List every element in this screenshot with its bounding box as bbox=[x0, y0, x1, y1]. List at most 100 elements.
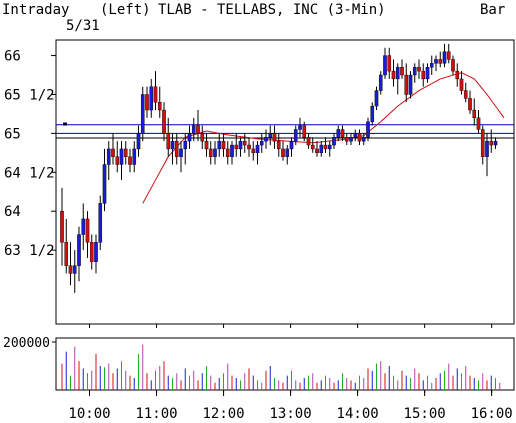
candle-body bbox=[476, 117, 481, 130]
candle bbox=[281, 141, 285, 161]
candle-body bbox=[370, 105, 375, 122]
candle bbox=[60, 187, 64, 266]
candle bbox=[128, 148, 132, 173]
candle bbox=[213, 141, 217, 165]
candle-body bbox=[298, 125, 302, 130]
candle-body bbox=[489, 140, 494, 146]
axis-side-label: (Left) bbox=[100, 2, 151, 18]
candle bbox=[476, 110, 481, 134]
candle-body bbox=[493, 140, 498, 146]
candle-body bbox=[123, 148, 128, 157]
time-x-axis: 10:00 11:00 12:00 13:00 14:00 15:00 16:00 bbox=[68, 324, 513, 422]
candle-body bbox=[285, 148, 290, 157]
candle-body bbox=[264, 137, 268, 142]
candle-body bbox=[480, 129, 485, 157]
candle-body bbox=[323, 144, 328, 150]
candle bbox=[463, 82, 468, 103]
candle bbox=[425, 63, 430, 83]
candle-body bbox=[400, 67, 404, 76]
candle-body bbox=[459, 78, 464, 91]
candle-body bbox=[446, 51, 451, 60]
candle-body bbox=[81, 218, 86, 235]
candle bbox=[438, 51, 443, 68]
candle bbox=[319, 141, 324, 157]
candle-body bbox=[302, 125, 307, 138]
candle-body bbox=[217, 140, 222, 150]
candle bbox=[123, 141, 128, 165]
candle-body bbox=[472, 109, 477, 119]
candle bbox=[251, 141, 256, 161]
candle-body bbox=[166, 133, 171, 150]
candle-body bbox=[361, 137, 366, 142]
candle bbox=[383, 47, 387, 79]
candle bbox=[98, 195, 103, 251]
candle bbox=[230, 141, 234, 165]
price-panel-frame bbox=[55, 39, 515, 325]
candle-body bbox=[276, 140, 281, 150]
candle bbox=[174, 133, 179, 165]
time-tick-label: 11:00 bbox=[135, 406, 177, 422]
candle bbox=[395, 63, 400, 95]
candle bbox=[196, 110, 200, 142]
candle-body bbox=[238, 140, 243, 150]
candle-body bbox=[463, 90, 468, 99]
candle bbox=[217, 133, 222, 157]
candle bbox=[208, 141, 213, 165]
candle bbox=[327, 141, 332, 157]
candle-body bbox=[179, 148, 183, 157]
volume-tick-label: 200000 bbox=[3, 336, 50, 351]
candle-body bbox=[187, 133, 192, 142]
mode-label: Intraday bbox=[2, 2, 69, 18]
candle bbox=[276, 133, 281, 157]
candle bbox=[64, 218, 69, 274]
price-tick-label: 64 bbox=[4, 204, 21, 220]
candle bbox=[255, 141, 260, 165]
candle-body bbox=[60, 210, 64, 243]
candle bbox=[468, 90, 472, 114]
candle bbox=[332, 133, 336, 149]
time-tick-label: 16:00 bbox=[471, 406, 513, 422]
candle-body bbox=[319, 144, 324, 154]
candle bbox=[429, 55, 434, 76]
candle bbox=[111, 133, 115, 165]
candle-body bbox=[149, 86, 154, 111]
candle-body bbox=[102, 164, 107, 204]
candle bbox=[204, 133, 209, 157]
candle bbox=[191, 117, 196, 142]
candle-body bbox=[196, 125, 200, 134]
candle-body bbox=[310, 144, 315, 150]
candle-body bbox=[242, 140, 247, 146]
candle-body bbox=[289, 140, 294, 150]
candle-body bbox=[327, 144, 332, 150]
candle bbox=[374, 86, 379, 111]
candle-body bbox=[349, 137, 353, 142]
candle-body bbox=[200, 133, 205, 142]
candle bbox=[353, 129, 358, 142]
candle bbox=[106, 141, 111, 181]
candle bbox=[378, 71, 383, 95]
candle bbox=[442, 43, 447, 68]
candle-body bbox=[225, 148, 230, 157]
candle-body bbox=[77, 234, 81, 266]
candle bbox=[285, 145, 290, 165]
candle bbox=[417, 59, 421, 79]
candle-body bbox=[429, 63, 434, 68]
candle bbox=[162, 102, 166, 142]
candle bbox=[336, 125, 341, 142]
candle bbox=[472, 98, 477, 126]
candle bbox=[366, 117, 370, 142]
candle-body bbox=[387, 55, 392, 72]
candle-body bbox=[391, 70, 396, 80]
price-tick-label: 65 bbox=[4, 126, 21, 142]
candle bbox=[421, 63, 426, 87]
candle bbox=[370, 102, 375, 126]
candle bbox=[77, 226, 81, 282]
volume-y-axis: 200000 bbox=[3, 336, 56, 351]
candle bbox=[115, 141, 120, 173]
reference-lines bbox=[56, 122, 514, 139]
candle bbox=[166, 117, 171, 157]
candle-body bbox=[132, 148, 137, 165]
candle-body bbox=[247, 144, 251, 150]
candle-body bbox=[204, 140, 209, 150]
